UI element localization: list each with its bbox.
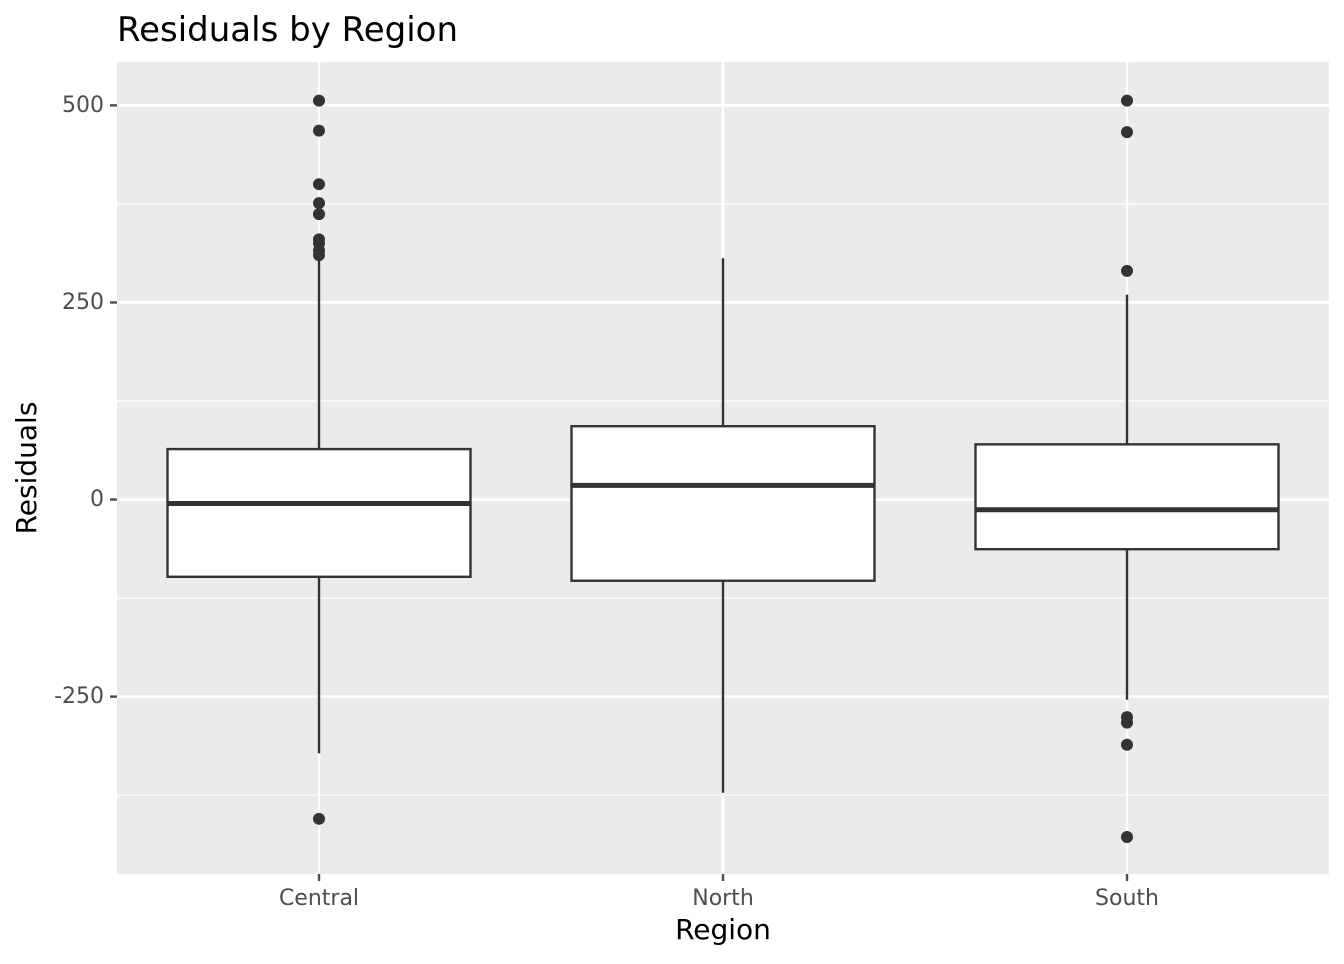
x-axis: Central North South <box>279 874 1159 911</box>
outlier-point <box>1121 716 1133 729</box>
boxes-layer <box>166 94 1280 843</box>
x-axis-title: Region <box>675 913 771 946</box>
chart-title: Residuals by Region <box>117 10 458 50</box>
outlier-point <box>313 812 325 825</box>
outlier-point <box>313 197 325 210</box>
outlier-point <box>313 94 325 107</box>
box-central <box>166 94 472 825</box>
outlier-point <box>1121 126 1133 139</box>
outlier-point <box>313 178 325 191</box>
y-tick-label: 0 <box>90 487 104 512</box>
x-tick-label: South <box>1095 886 1159 911</box>
y-tick-label: -250 <box>54 684 104 709</box>
x-tick-label: North <box>692 886 754 911</box>
box-south <box>974 94 1280 843</box>
y-axis-title: Residuals <box>10 402 43 535</box>
outlier-point <box>1121 738 1133 751</box>
y-tick-label: 500 <box>62 93 104 118</box>
box-iqr <box>974 443 1280 551</box>
outlier-point <box>1121 94 1133 107</box>
y-axis: -250 0 250 500 <box>54 93 117 709</box>
y-tick-label: 250 <box>62 290 104 315</box>
outlier-point <box>1121 264 1133 277</box>
box-iqr <box>570 425 876 582</box>
box-north <box>570 258 876 793</box>
outlier-point <box>1121 830 1133 843</box>
outlier-point <box>313 208 325 221</box>
outlier-point <box>313 249 325 262</box>
box-iqr <box>166 447 472 578</box>
outlier-point <box>313 124 325 137</box>
x-tick-label: Central <box>279 886 359 911</box>
